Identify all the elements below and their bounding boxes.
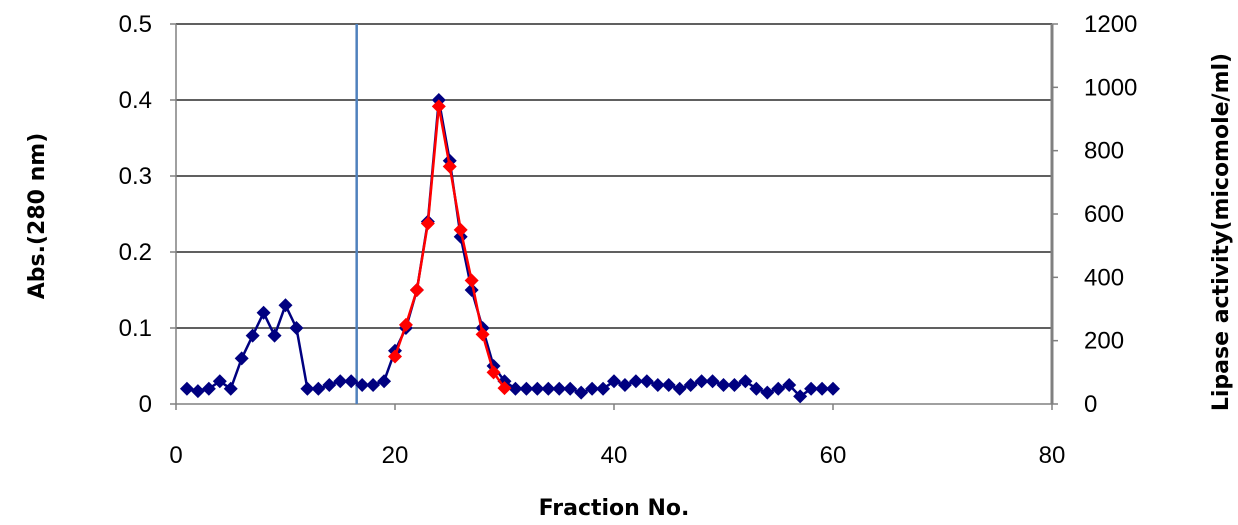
absorbance-series-point <box>628 374 643 389</box>
y-left-tick-label: 0.5 <box>119 11 152 38</box>
absorbance-series-point <box>366 378 381 392</box>
absorbance-series-point <box>552 381 567 396</box>
absorbance-series-point <box>771 381 786 396</box>
y-left-tick-label: 0.2 <box>119 239 152 266</box>
absorbance-series-point <box>574 385 589 400</box>
absorbance-series-point <box>694 374 709 389</box>
x-tick-label: 0 <box>169 442 182 469</box>
lipase-activity-series-point <box>442 159 457 174</box>
absorbance-series-point <box>563 381 578 396</box>
absorbance-series-point <box>234 351 249 366</box>
y-right-tick-label: 200 <box>1084 328 1124 355</box>
y-left-tick-label: 0.4 <box>119 87 152 114</box>
absorbance-series-point <box>585 381 600 396</box>
absorbance-series-point <box>190 384 205 399</box>
y-right-tick-label: 800 <box>1084 138 1124 165</box>
x-axis-label: Fraction No. <box>539 496 690 521</box>
x-tick-label: 20 <box>382 442 409 469</box>
y-right-tick-label: 1200 <box>1084 11 1137 38</box>
y-left-tick-label: 0.3 <box>119 163 152 190</box>
y-right-tick-label: 400 <box>1084 264 1124 291</box>
absorbance-series-point <box>596 381 611 396</box>
absorbance-series-point <box>683 378 698 392</box>
y-left-tick-label: 0 <box>139 391 152 418</box>
data-series <box>179 93 840 404</box>
absorbance-series-point <box>760 385 775 400</box>
absorbance-series-point <box>355 378 370 392</box>
y-right-tick-label: 0 <box>1084 391 1097 418</box>
lipase-activity-series-point <box>388 349 402 364</box>
lipase-activity-series-point <box>420 216 435 231</box>
absorbance-series-point <box>826 381 840 396</box>
lipase-activity-series-point <box>475 327 490 342</box>
absorbance-series-point <box>661 378 676 392</box>
y-right-tick-label: 600 <box>1084 201 1124 228</box>
tick-labels: 0 20 40 60 8000.10.20.30.40.5020040060080010… <box>119 11 1138 469</box>
lipase-activity-series-point <box>464 273 479 288</box>
absorbance-series-point <box>738 374 753 389</box>
absorbance-series-point <box>782 378 797 392</box>
absorbance-series-point <box>333 374 348 389</box>
absorbance-series-point <box>530 381 545 396</box>
absorbance-series-point <box>727 378 742 392</box>
absorbance-series-point <box>519 381 534 396</box>
absorbance-series-point <box>223 381 238 396</box>
axes <box>170 23 1058 410</box>
absorbance-series-point <box>617 378 632 392</box>
absorbance-series-point <box>377 374 392 389</box>
absorbance-series-point <box>815 381 830 396</box>
absorbance-series-point <box>311 381 326 396</box>
absorbance-series-point <box>804 381 819 396</box>
lipase-activity-series-point <box>398 317 413 332</box>
absorbance-series-point <box>322 378 337 392</box>
absorbance-series-point <box>256 305 271 320</box>
absorbance-series-point <box>278 298 293 313</box>
absorbance-series-point <box>705 374 720 389</box>
absorbance-series-point <box>650 378 665 392</box>
absorbance-series-point <box>672 381 687 396</box>
grid-lines <box>176 23 1052 329</box>
lipase-activity-series-point <box>497 381 512 396</box>
lipase-activity-series-point <box>486 365 501 380</box>
lipase-activity-series-point <box>409 283 424 297</box>
absorbance-series-point <box>749 381 764 396</box>
y-left-tick-label: 0.1 <box>119 315 152 342</box>
absorbance-series-point <box>212 374 227 389</box>
absorbance-series-point <box>793 389 808 404</box>
absorbance-series-point <box>716 378 731 392</box>
absorbance-series-point <box>508 381 523 396</box>
absorbance-series-point <box>344 374 359 389</box>
absorbance-series-point <box>639 374 654 389</box>
absorbance-series-point <box>289 321 304 335</box>
absorbance-series-point <box>607 374 621 389</box>
lipase-activity-series-point <box>431 99 446 114</box>
absorbance-series-point <box>245 328 260 343</box>
y-axis-left-label: Abs.(280 nm) <box>25 133 50 300</box>
x-tick-label: 60 <box>820 442 847 469</box>
absorbance-series-line <box>186 98 833 398</box>
y-right-tick-label: 1000 <box>1084 74 1137 101</box>
absorbance-series-point <box>300 381 315 396</box>
absorbance-series-point <box>179 381 194 396</box>
x-tick-label: 40 <box>601 442 628 469</box>
y-axis-right-label: Lipase activity(micomole/ml) <box>1209 53 1234 411</box>
lipase-activity-series-point <box>453 222 468 237</box>
absorbance-series-point <box>201 381 216 396</box>
x-tick-label: 80 <box>1039 442 1066 469</box>
absorbance-series-point <box>267 328 282 343</box>
absorbance-series-point <box>541 381 556 396</box>
